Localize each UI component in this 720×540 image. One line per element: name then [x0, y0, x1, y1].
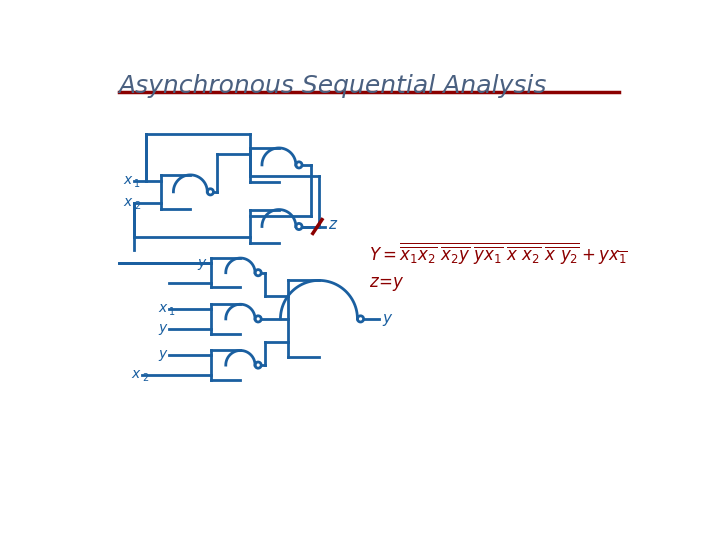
Text: 1: 1	[134, 179, 140, 189]
Text: x: x	[131, 367, 140, 381]
Text: 2: 2	[134, 201, 140, 211]
Text: y: y	[158, 321, 166, 335]
Text: y: y	[382, 310, 391, 326]
Text: y: y	[197, 255, 206, 269]
Text: 1: 1	[168, 307, 175, 317]
Text: $z\!=\! y$: $z\!=\! y$	[369, 275, 405, 293]
Text: 2: 2	[142, 373, 148, 383]
Text: x: x	[124, 195, 132, 209]
Text: x: x	[158, 301, 166, 315]
Text: Asynchronous Sequential Analysis: Asynchronous Sequential Analysis	[119, 74, 547, 98]
Text: y: y	[158, 347, 166, 361]
Text: z: z	[328, 218, 336, 232]
Text: $Y=\overline{\overline{x_1 x_2}\ \overline{x_2 y}\ \overline{yx_1}\ \overline{x\: $Y=\overline{\overline{x_1 x_2}\ \overli…	[369, 240, 628, 267]
Text: x: x	[124, 173, 132, 187]
